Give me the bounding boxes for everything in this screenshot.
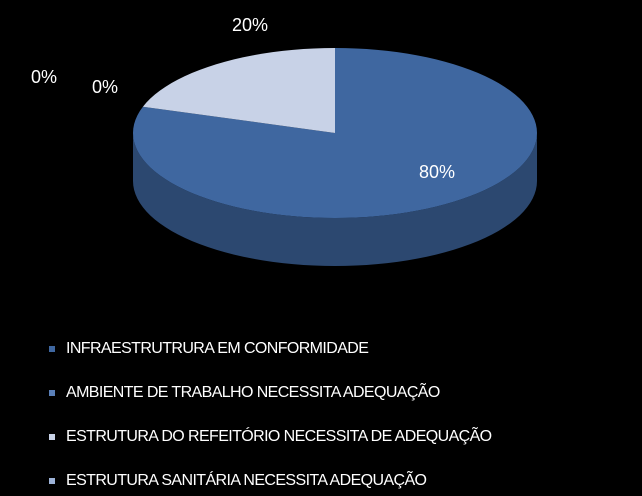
legend-label: ESTRUTURA SANITÁRIA NECESSITA ADEQUAÇÃO [66,469,427,489]
data-label: 0% [31,67,57,87]
legend-label: AMBIENTE DE TRABALHO NECESSITA ADEQUAÇÃO [66,381,440,401]
data-label: 80% [419,162,455,182]
pie-slice [142,48,335,133]
legend-swatch [49,390,55,396]
legend-swatch [49,346,55,352]
legend-label: ESTRUTURA DO REFEITÓRIO NECESSITA DE ADE… [66,425,492,445]
legend-swatch [49,434,55,440]
data-label: 20% [232,15,268,35]
data-label: 0% [92,77,118,97]
legend-label: INFRAESTRUTRURA EM CONFORMIDADE [66,340,368,357]
legend-swatch [49,478,55,484]
pie-side [133,133,537,266]
